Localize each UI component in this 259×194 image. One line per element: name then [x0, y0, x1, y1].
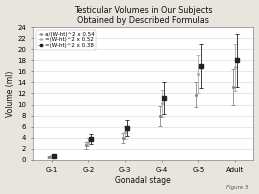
- Text: Figure 5: Figure 5: [226, 185, 249, 190]
- X-axis label: Gonadal stage: Gonadal stage: [116, 176, 171, 184]
- Y-axis label: Volume (ml): Volume (ml): [5, 70, 15, 117]
- Legend: a/(W-ht)^2 x 0.54, =(W-ht)^2 x 0.52, =(W-ht)^2 x 0.38: a/(W-ht)^2 x 0.54, =(W-ht)^2 x 0.52, =(W…: [36, 30, 96, 50]
- Title: Testicular Volumes in Our Subjects
Obtained by Described Formulas: Testicular Volumes in Our Subjects Obtai…: [74, 6, 213, 25]
